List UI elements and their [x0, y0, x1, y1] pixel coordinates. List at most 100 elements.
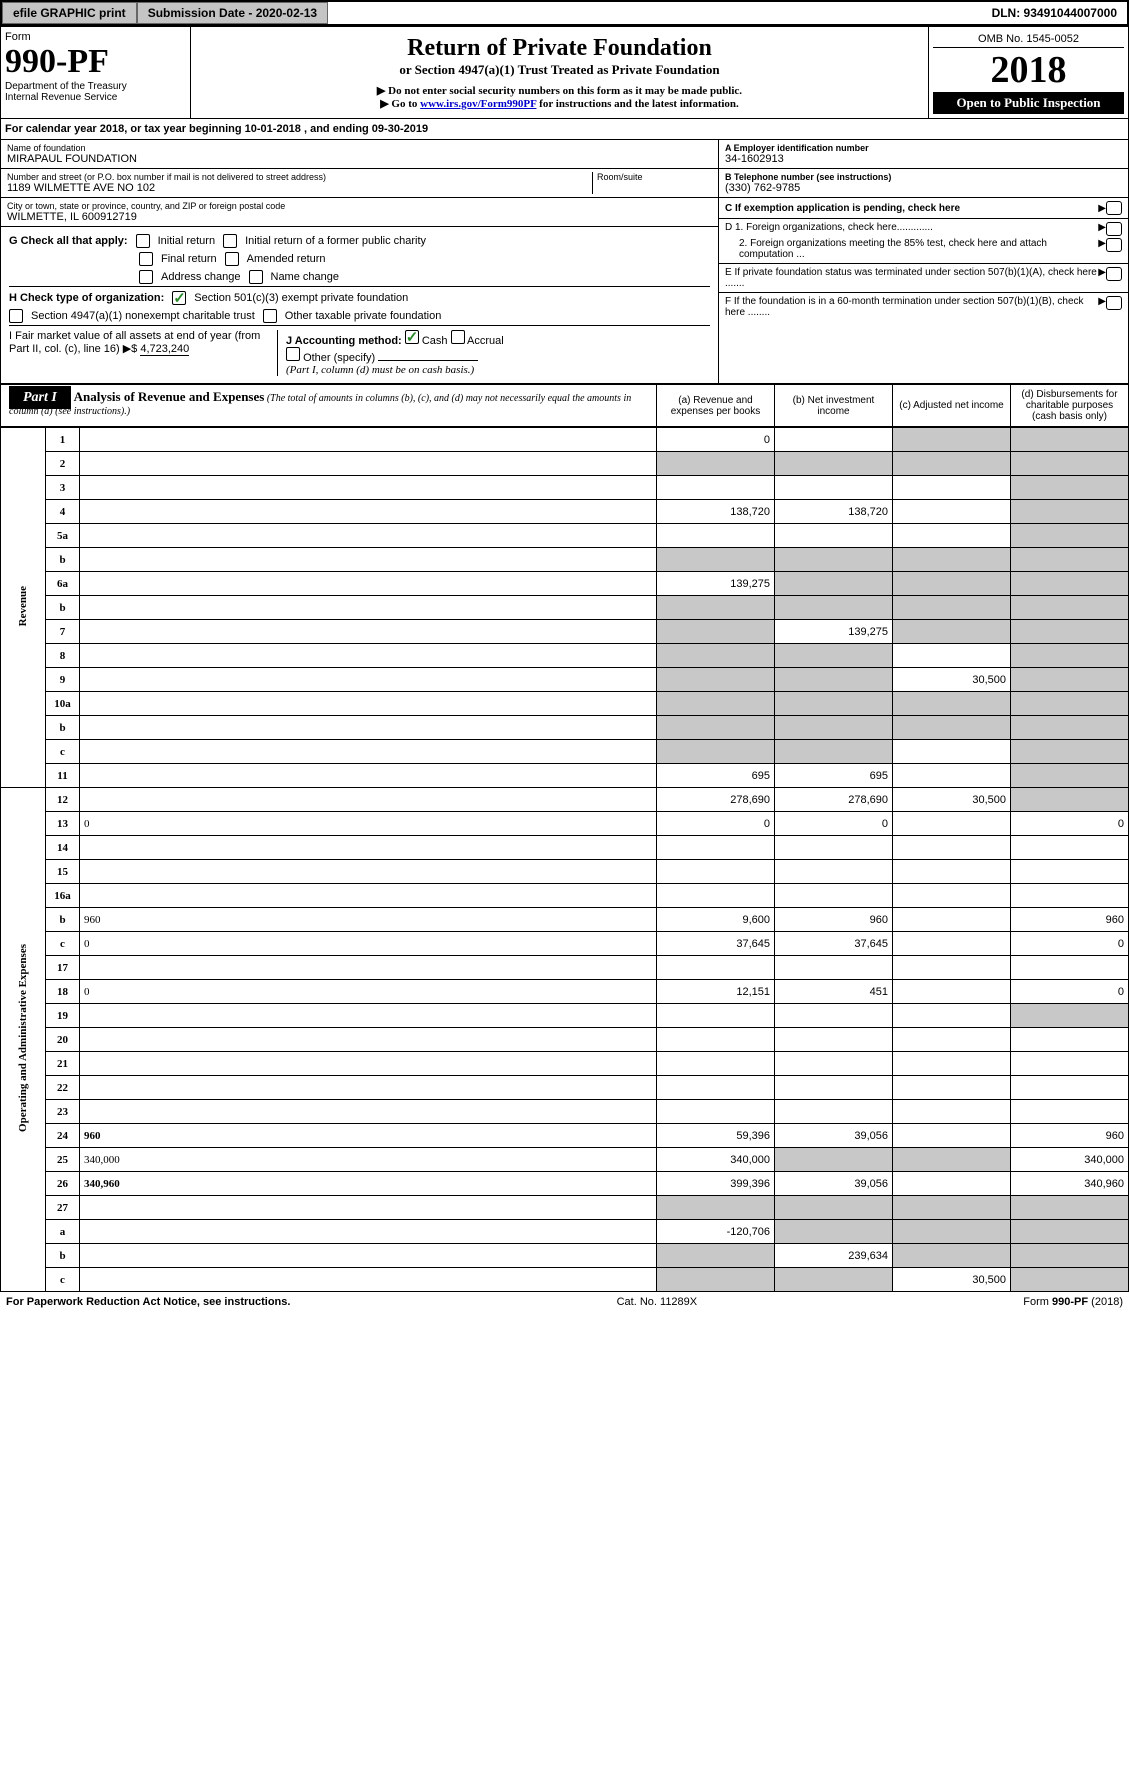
- checkbox-d1[interactable]: [1106, 222, 1122, 236]
- line-number: 10a: [46, 692, 80, 716]
- efile-print-button[interactable]: efile GRAPHIC print: [2, 2, 137, 24]
- form-header: Form 990-PF Department of the Treasury I…: [0, 26, 1129, 119]
- cell-b: [775, 1004, 893, 1028]
- line-number: 26: [46, 1172, 80, 1196]
- irs-label: Internal Revenue Service: [5, 92, 186, 103]
- line-description: [80, 1004, 657, 1028]
- tel-value: (330) 762-9785: [725, 182, 1122, 194]
- checkbox-accrual[interactable]: [451, 330, 465, 344]
- cell-d: [1011, 596, 1129, 620]
- cell-c: [893, 1196, 1011, 1220]
- cell-b: [775, 548, 893, 572]
- line-description: 960: [80, 908, 657, 932]
- cell-c: [893, 932, 1011, 956]
- line-description: 340,000: [80, 1148, 657, 1172]
- omb-number: OMB No. 1545-0052: [933, 31, 1124, 48]
- line-number: 19: [46, 1004, 80, 1028]
- line-number: 3: [46, 476, 80, 500]
- cell-d: [1011, 1244, 1129, 1268]
- checkbox-f[interactable]: [1106, 296, 1122, 310]
- g-label: G Check all that apply:: [9, 235, 128, 247]
- cell-c: [893, 572, 1011, 596]
- table-row: 3: [1, 476, 1129, 500]
- cell-b: [775, 572, 893, 596]
- cell-d: [1011, 884, 1129, 908]
- checkbox-cash[interactable]: [405, 330, 419, 344]
- line-number: 14: [46, 836, 80, 860]
- tax-year: 2018: [933, 48, 1124, 92]
- instruction-1: ▶ Do not enter social security numbers o…: [199, 84, 920, 97]
- checkbox-other-method[interactable]: [286, 347, 300, 361]
- line-number: b: [46, 716, 80, 740]
- cell-a: [657, 716, 775, 740]
- table-row: 18012,1514510: [1, 980, 1129, 1004]
- instr2-pre: ▶ Go to: [380, 98, 420, 110]
- checkbox-e[interactable]: [1106, 267, 1122, 281]
- checkbox-d2[interactable]: [1106, 238, 1122, 252]
- checkbox-4947[interactable]: [9, 309, 23, 323]
- ein-cell: A Employer identification number 34-1602…: [719, 140, 1128, 169]
- cell-a: 399,396: [657, 1172, 775, 1196]
- cell-c: [893, 1172, 1011, 1196]
- cell-c: [893, 476, 1011, 500]
- line-description: 0: [80, 812, 657, 836]
- checkbox-final-return[interactable]: [139, 252, 153, 266]
- cell-a: 138,720: [657, 500, 775, 524]
- line-number: b: [46, 548, 80, 572]
- footer-right: Form 990-PF (2018): [1023, 1296, 1123, 1308]
- header-center: Return of Private Foundation or Section …: [191, 27, 928, 118]
- table-row: Revenue10: [1, 428, 1129, 452]
- irs-link[interactable]: www.irs.gov/Form990PF: [420, 98, 536, 110]
- form-number: 990-PF: [5, 43, 186, 81]
- cell-c: 30,500: [893, 668, 1011, 692]
- cell-c: [893, 1052, 1011, 1076]
- line-description: [80, 764, 657, 788]
- table-row: 17: [1, 956, 1129, 980]
- cell-d: [1011, 1028, 1129, 1052]
- line-description: [80, 1028, 657, 1052]
- checkbox-initial-former[interactable]: [223, 234, 237, 248]
- cell-c: [893, 884, 1011, 908]
- cell-b: [775, 1100, 893, 1124]
- address-label: Number and street (or P.O. box number if…: [7, 172, 592, 182]
- checkbox-amended[interactable]: [225, 252, 239, 266]
- j-label: J Accounting method:: [286, 335, 402, 347]
- dln-label: DLN: 93491044007000: [982, 3, 1127, 23]
- line-number: 12: [46, 788, 80, 812]
- f-label: F If the foundation is in a 60-month ter…: [725, 296, 1098, 318]
- top-bar: efile GRAPHIC print Submission Date - 20…: [0, 0, 1129, 26]
- dept-label: Department of the Treasury: [5, 81, 186, 92]
- submission-date-button[interactable]: Submission Date - 2020-02-13: [137, 2, 328, 24]
- cell-d: 960: [1011, 1124, 1129, 1148]
- line-number: 27: [46, 1196, 80, 1220]
- form-title: Return of Private Foundation: [199, 35, 920, 62]
- line-description: [80, 668, 657, 692]
- line-description: [80, 692, 657, 716]
- checkbox-initial-return[interactable]: [136, 234, 150, 248]
- cell-c: [893, 428, 1011, 452]
- table-row: 6a139,275: [1, 572, 1129, 596]
- j-accrual: Accrual: [467, 335, 504, 347]
- cell-d: 0: [1011, 932, 1129, 956]
- line-number: 16a: [46, 884, 80, 908]
- cell-d: 0: [1011, 980, 1129, 1004]
- checkbox-name-change[interactable]: [249, 270, 263, 284]
- table-row: 2: [1, 452, 1129, 476]
- line-number: b: [46, 908, 80, 932]
- line-description: [80, 1052, 657, 1076]
- table-row: 930,500: [1, 668, 1129, 692]
- cell-b: [775, 452, 893, 476]
- entity-right: A Employer identification number 34-1602…: [718, 140, 1128, 383]
- line-description: [80, 548, 657, 572]
- checkbox-address-change[interactable]: [139, 270, 153, 284]
- cell-c: [893, 620, 1011, 644]
- checkbox-501c3[interactable]: [172, 291, 186, 305]
- checkbox-c[interactable]: [1106, 201, 1122, 215]
- open-public-badge: Open to Public Inspection: [933, 92, 1124, 114]
- footer-left: For Paperwork Reduction Act Notice, see …: [6, 1296, 290, 1308]
- table-row: 23: [1, 1100, 1129, 1124]
- room-label: Room/suite: [597, 172, 712, 182]
- cell-a: 12,151: [657, 980, 775, 1004]
- checkbox-other-taxable[interactable]: [263, 309, 277, 323]
- cell-c: [893, 500, 1011, 524]
